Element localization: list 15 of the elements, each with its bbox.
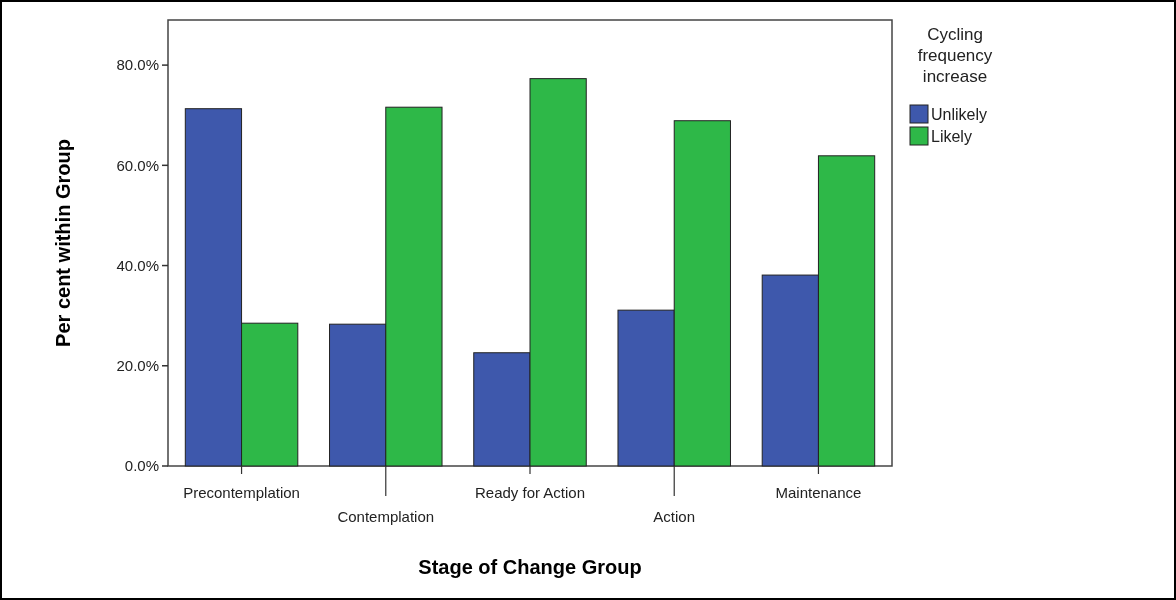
x-tick-label: Action	[653, 508, 696, 525]
x-tick-label: Contemplation	[337, 508, 435, 525]
x-tick-label: Ready for Action	[474, 484, 586, 501]
x-tick-label: Maintenance	[775, 484, 862, 501]
y-tick-label: 20.0%	[116, 357, 159, 375]
legend-label: Likely	[931, 127, 972, 145]
y-tick-label: 60.0%	[116, 156, 159, 174]
y-tick-label: 80.0%	[116, 56, 159, 74]
x-axis-title: Stage of Change Group	[418, 556, 642, 578]
x-tick-label: Precontemplation	[183, 484, 300, 501]
legend-title: Cycling frequency increase	[917, 25, 993, 86]
legend-label: Unlikely	[931, 105, 988, 123]
y-tick-label: 0.0%	[124, 457, 159, 475]
y-tick-label: 40.0%	[116, 256, 159, 274]
y-axis-title: Per cent within Group	[52, 139, 74, 347]
